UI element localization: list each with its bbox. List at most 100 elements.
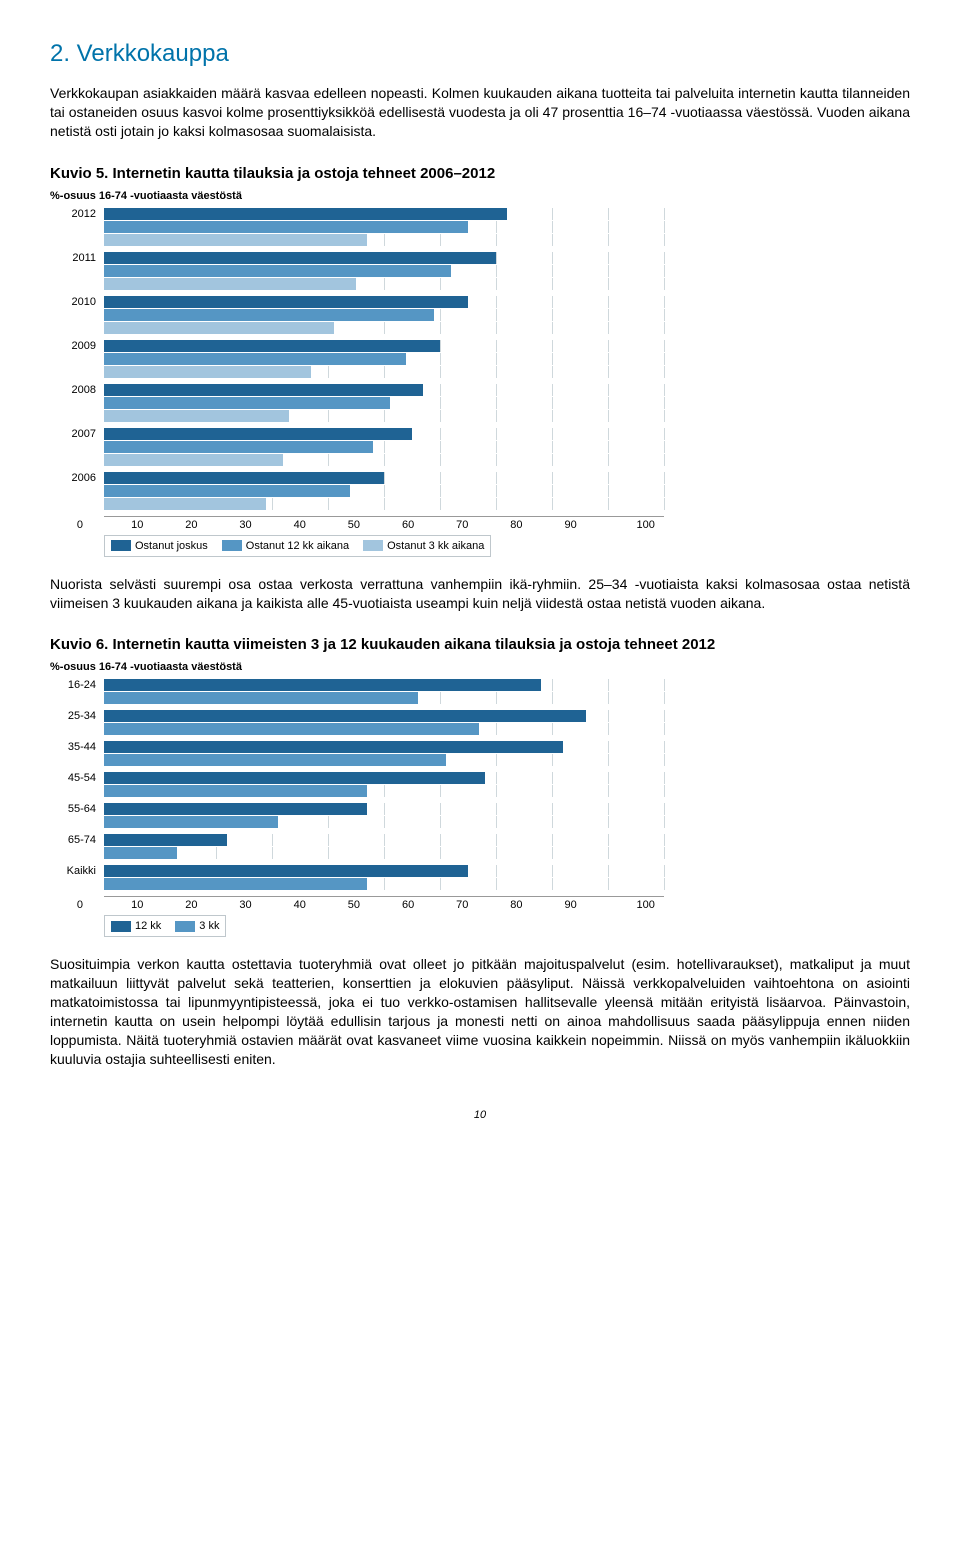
legend-label: 12 kk [135,920,161,932]
bar [104,878,367,890]
x-tick: 70 [456,517,510,531]
x-tick: 10 [131,897,185,911]
bar [104,692,418,704]
x-tick: 90 [564,517,618,531]
x-tick: 60 [402,897,456,911]
legend: 12 kk3 kk [104,915,226,937]
grid-cell [104,366,665,378]
legend-swatch [222,540,242,551]
y-axis-label: 2010 [50,296,104,308]
y-axis-label: 16-24 [50,679,104,691]
bar-group: 16-24 [50,679,910,704]
bar-row: 65-74 [50,834,910,846]
bar [104,785,367,797]
y-axis-label: 2009 [50,340,104,352]
grid-cell [104,834,665,846]
bar-row: 2006 [50,472,910,484]
section-heading: 2. Verkkokauppa [50,40,910,68]
bar [104,322,334,334]
legend-item: Ostanut 3 kk aikana [363,540,484,552]
y-axis-label: Kaikki [50,865,104,877]
grid-cell [104,234,665,246]
bar [104,296,468,308]
bar [104,221,468,233]
grid-cell [104,785,665,797]
bar [104,384,423,396]
y-axis-label: 2012 [50,208,104,220]
x-tick: 100 [637,897,655,911]
bar-row [50,397,910,409]
x-axis: 0102030405060708090100 [104,516,664,531]
bar-row: 2012 [50,208,910,220]
bar-row: 2008 [50,384,910,396]
y-axis-label: 55-64 [50,803,104,815]
grid-cell [104,710,665,722]
grid-cell [104,384,665,396]
bar-row [50,322,910,334]
grid-cell [104,485,665,497]
legend-swatch [175,921,195,932]
grid-cell [104,428,665,440]
y-axis-label: 2008 [50,384,104,396]
bar [104,252,496,264]
bar-group: 2012 [50,208,910,246]
y-axis-label: 2011 [50,252,104,264]
bar-row: 55-64 [50,803,910,815]
grid-cell [104,278,665,290]
bar [104,265,451,277]
legend-label: Ostanut joskus [135,540,208,552]
bar [104,441,373,453]
x-tick: 30 [239,517,293,531]
bar-row: 45-54 [50,772,910,784]
y-axis-label: 2007 [50,428,104,440]
x-tick: 0 [77,517,131,531]
bar-group: 2008 [50,384,910,422]
chart2-title: Kuvio 6. Internetin kautta viimeisten 3 … [50,636,910,653]
chart1-subtitle: %-osuus 16-74 -vuotiaasta väestöstä [50,190,910,202]
bar [104,208,507,220]
legend-swatch [111,921,131,932]
bar [104,847,177,859]
bar [104,278,356,290]
chart1-title: Kuvio 5. Internetin kautta tilauksia ja … [50,165,910,182]
bar [104,485,350,497]
bar-row [50,847,910,859]
bar-row: 35-44 [50,741,910,753]
bar [104,472,384,484]
chart2: %-osuus 16-74 -vuotiaasta väestöstä 16-2… [50,661,910,937]
grid-cell [104,454,665,466]
bar-group: 35-44 [50,741,910,766]
bar-row [50,878,910,890]
x-tick: 80 [510,897,564,911]
bar-row [50,366,910,378]
bar-row [50,353,910,365]
x-tick: 20 [185,897,239,911]
legend-item: 12 kk [111,920,161,932]
bar-row [50,816,910,828]
bar-row [50,410,910,422]
bar-row [50,692,910,704]
bar-row [50,723,910,735]
bar [104,340,440,352]
legend-swatch [363,540,383,551]
bar-row: 2007 [50,428,910,440]
bar-row [50,441,910,453]
bar-group: 65-74 [50,834,910,859]
grid-cell [104,754,665,766]
y-axis-label: 35-44 [50,741,104,753]
bar [104,428,412,440]
bar-group: Kaikki [50,865,910,890]
bar-row: 2010 [50,296,910,308]
bar-row: 16-24 [50,679,910,691]
bar-row: Kaikki [50,865,910,877]
grid-cell [104,410,665,422]
bar-row [50,485,910,497]
bar-row [50,754,910,766]
bar-row: 2009 [50,340,910,352]
grid-cell [104,741,665,753]
grid-cell [104,353,665,365]
grid-cell [104,472,665,484]
grid-cell [104,296,665,308]
bar [104,772,485,784]
page-number: 10 [50,1109,910,1121]
